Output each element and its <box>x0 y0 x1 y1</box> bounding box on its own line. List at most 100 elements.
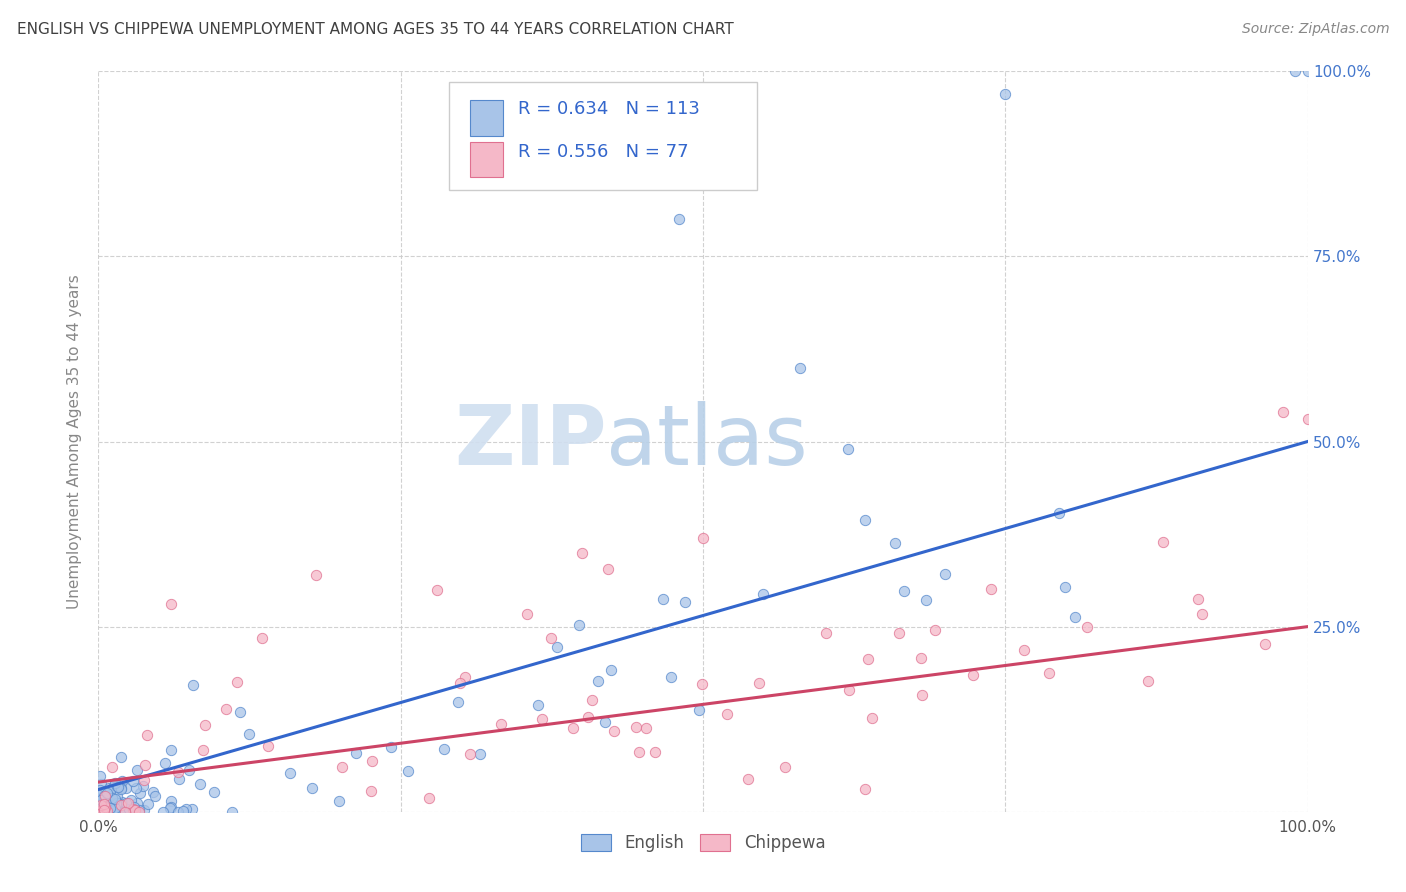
Point <box>108 799 131 814</box>
Point <box>93 797 115 811</box>
Point <box>1296 412 1319 426</box>
Point <box>1272 405 1295 419</box>
Point <box>360 754 382 768</box>
Point <box>125 781 148 796</box>
Point <box>593 714 616 729</box>
Point <box>250 631 273 645</box>
Point <box>202 785 225 799</box>
Point <box>838 682 860 697</box>
Point <box>527 698 550 713</box>
Point <box>924 623 946 637</box>
Point <box>118 802 141 816</box>
Point <box>447 695 470 709</box>
Point <box>1187 591 1209 606</box>
Point <box>330 759 353 773</box>
Point <box>934 567 956 582</box>
Point <box>1012 643 1035 657</box>
Point <box>603 724 626 739</box>
Point <box>673 595 696 609</box>
Point <box>98 783 121 797</box>
Point <box>108 803 131 817</box>
Point <box>100 804 122 818</box>
Point <box>468 747 491 762</box>
Point <box>893 584 915 599</box>
Point <box>110 750 132 764</box>
Point <box>449 676 471 690</box>
Point <box>789 360 811 375</box>
Point <box>132 772 155 787</box>
Point <box>652 591 675 606</box>
Point <box>994 87 1017 101</box>
FancyBboxPatch shape <box>449 82 758 190</box>
Bar <box>470 142 503 178</box>
Point <box>562 721 585 735</box>
Point <box>96 804 118 818</box>
Point <box>668 212 690 227</box>
Point <box>644 745 666 759</box>
Point <box>105 779 128 793</box>
Point <box>153 756 176 771</box>
Point <box>114 796 136 810</box>
Point <box>91 795 114 809</box>
Text: atlas: atlas <box>606 401 808 482</box>
Point <box>128 805 150 819</box>
Point <box>229 706 252 720</box>
Point <box>910 651 932 665</box>
Point <box>134 803 156 817</box>
Point <box>344 746 367 760</box>
Point <box>716 707 738 722</box>
Point <box>89 804 111 818</box>
Point <box>90 777 112 791</box>
Point <box>305 567 328 582</box>
Point <box>380 740 402 755</box>
Point <box>94 789 117 803</box>
Point <box>103 803 125 817</box>
Point <box>90 798 112 813</box>
Point <box>90 793 112 807</box>
Point <box>101 791 124 805</box>
Point <box>110 782 132 797</box>
Point <box>134 757 156 772</box>
Point <box>97 797 120 811</box>
Point <box>546 640 568 654</box>
Point <box>120 793 142 807</box>
Point <box>94 799 117 814</box>
Point <box>181 802 204 816</box>
Point <box>280 765 302 780</box>
Bar <box>470 100 503 136</box>
Point <box>128 803 150 817</box>
Point <box>121 802 143 816</box>
Point <box>1254 637 1277 651</box>
Text: R = 0.634   N = 113: R = 0.634 N = 113 <box>517 100 700 119</box>
Point <box>117 796 139 810</box>
Point <box>96 786 118 800</box>
Point <box>588 674 610 689</box>
Point <box>104 792 127 806</box>
Point <box>226 675 249 690</box>
Point <box>853 781 876 796</box>
Point <box>571 546 593 560</box>
Point <box>328 794 350 808</box>
Text: Source: ZipAtlas.com: Source: ZipAtlas.com <box>1241 22 1389 37</box>
Point <box>516 607 538 622</box>
Point <box>540 631 562 645</box>
Point <box>454 670 477 684</box>
Point <box>215 702 238 716</box>
Point <box>131 779 153 793</box>
Point <box>94 804 117 818</box>
Point <box>301 781 323 796</box>
Point <box>160 742 183 756</box>
Point <box>183 678 205 692</box>
Point <box>433 741 456 756</box>
Point <box>121 802 143 816</box>
Point <box>962 668 984 682</box>
Point <box>1053 580 1076 594</box>
Point <box>238 726 260 740</box>
Point <box>160 794 183 808</box>
Point <box>89 769 111 783</box>
Point <box>426 582 449 597</box>
Point <box>737 772 759 786</box>
Point <box>491 717 513 731</box>
Point <box>853 513 876 527</box>
Point <box>460 747 482 761</box>
